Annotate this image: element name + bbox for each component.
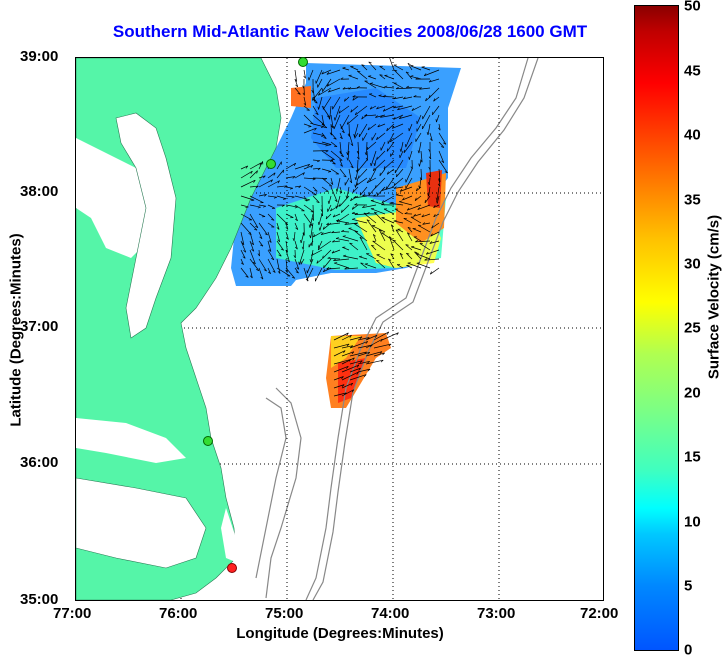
colorbar-tick: 15 [684, 448, 701, 466]
x-tick-label: 73:00 [477, 605, 516, 622]
colorbar-tick: 45 [684, 62, 701, 80]
x-tick-label: 72:00 [580, 605, 619, 622]
colorbar-tick: 10 [684, 513, 701, 531]
colorbar-tick: 35 [684, 191, 701, 209]
y-tick-label: 39:00 [20, 48, 59, 65]
velocity-field-south [326, 333, 391, 408]
station-dot [298, 57, 308, 67]
colorbar-tick: 0 [684, 641, 693, 659]
map-plot-area [75, 57, 604, 601]
y-axis-label: Latitude (Degrees:Minutes) [7, 233, 25, 427]
y-tick-label: 36:00 [20, 454, 59, 471]
velocity-field-north [231, 63, 461, 286]
colorbar-tick: 20 [684, 384, 701, 402]
map-svg [76, 58, 603, 600]
colorbar-tick: 5 [684, 577, 693, 595]
y-tick-label: 35:00 [20, 591, 59, 608]
y-tick-label: 38:00 [20, 183, 59, 200]
colorbar-tick: 40 [684, 126, 701, 144]
velocity-vectors [240, 58, 448, 397]
y-tick-label: 37:00 [20, 318, 59, 335]
station-dot [203, 436, 213, 446]
x-tick-label: 75:00 [265, 605, 304, 622]
colorbar-tick: 25 [684, 319, 701, 337]
x-axis-label: Longitude (Degrees:Minutes) [236, 625, 444, 642]
land-mass [76, 58, 282, 600]
x-tick-label: 74:00 [371, 605, 410, 622]
x-tick-label: 76:00 [159, 605, 198, 622]
colorbar-tick: 50 [684, 0, 701, 15]
colorbar [634, 5, 679, 651]
colorbar-tick: 30 [684, 255, 701, 273]
x-tick-label: 77:00 [53, 605, 92, 622]
colorbar-label: Surface Velocity (cm/s) [705, 214, 723, 380]
station-dot [266, 159, 276, 169]
isobath-contours [255, 58, 539, 600]
station-dot-red [227, 563, 237, 573]
chart-title: Southern Mid-Atlantic Raw Velocities 200… [112, 22, 588, 41]
